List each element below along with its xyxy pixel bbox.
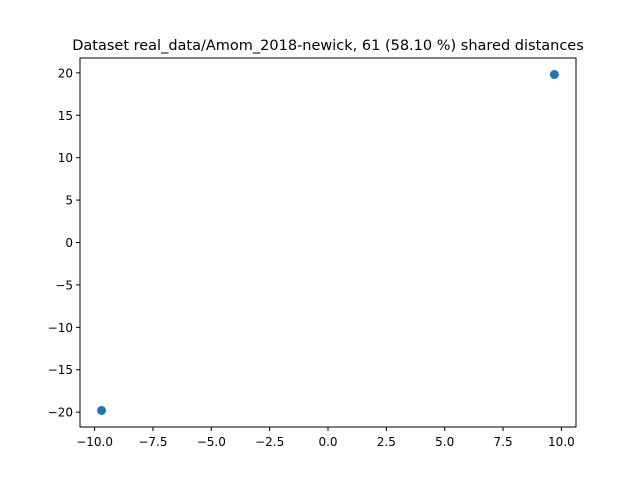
y-tick-label: 10	[58, 151, 73, 165]
y-tick-label: −5	[55, 278, 73, 292]
x-tick-label: −10.0	[76, 435, 113, 449]
plot-area	[79, 57, 577, 428]
y-tick-label: −10	[48, 321, 73, 335]
x-tick-label: 2.5	[377, 435, 396, 449]
y-tick-label: 5	[65, 194, 73, 208]
y-tick-label: −15	[48, 363, 73, 377]
data-points	[97, 70, 559, 415]
x-tick-label: 10.0	[548, 435, 575, 449]
y-tick-label: 15	[58, 109, 73, 123]
x-tick-label: −5.0	[197, 435, 226, 449]
x-tick-label: −2.5	[255, 435, 284, 449]
y-tick-label: 0	[65, 236, 73, 250]
y-axis: −20 −15 −10 −5 0 5 10 15 20	[48, 66, 80, 420]
x-tick-label: 7.5	[494, 435, 513, 449]
chart-title: Dataset real_data/Amom_2018-newick, 61 (…	[72, 38, 584, 54]
data-point	[549, 70, 559, 80]
x-tick-label: 5.0	[435, 435, 454, 449]
y-tick-label: 20	[58, 66, 73, 80]
x-tick-label: −7.5	[138, 435, 167, 449]
x-tick-label: 0.0	[318, 435, 337, 449]
data-point	[97, 405, 107, 415]
x-axis: −10.0 −7.5 −5.0 −2.5 0.0 2.5 5.0 7.5 10.0	[76, 427, 575, 449]
y-tick-label: −20	[48, 406, 73, 420]
